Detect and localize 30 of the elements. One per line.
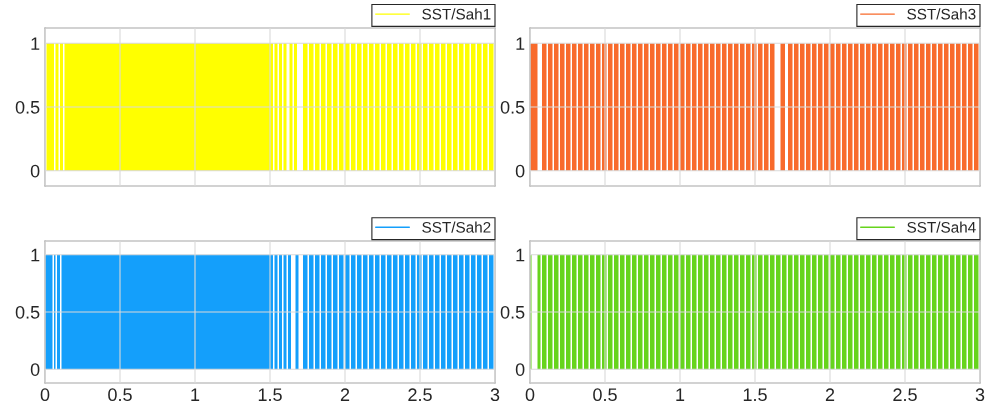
x-tick-label: 1.5 xyxy=(743,388,767,402)
y-tick-label: 1 xyxy=(31,37,40,50)
x-tick-label: 2.5 xyxy=(408,388,432,402)
x-tick-label: 2 xyxy=(340,388,350,401)
y-tick-label: 0.5 xyxy=(500,100,525,114)
x-tick-label: 1 xyxy=(191,388,200,401)
y-tick-label: 1 xyxy=(31,248,40,262)
y-tick-label: 0 xyxy=(515,363,525,376)
y-tick-label: 0.5 xyxy=(15,100,40,114)
x-tick-label: 2 xyxy=(825,388,835,401)
y-tick-label: 0.5 xyxy=(15,305,40,319)
x-tick-label: 3 xyxy=(490,388,500,402)
y-tick-label: 0 xyxy=(30,164,40,178)
y-tick-label: 0 xyxy=(515,164,525,178)
x-tick-label: 1 xyxy=(676,388,685,401)
x-tick-label: 3 xyxy=(975,388,985,402)
y-tick-label: 1 xyxy=(516,37,525,50)
y-tick-label: 0.5 xyxy=(500,305,525,319)
legend-label: SST/Sah2 xyxy=(422,221,491,233)
x-tick-label: 0 xyxy=(525,388,535,402)
y-tick-label: 0 xyxy=(30,363,40,376)
legend-label: SST/Sah1 xyxy=(422,8,491,20)
x-tick-label: 0.5 xyxy=(593,388,617,402)
legend-label: SST/Sah4 xyxy=(907,221,976,233)
legend-label: SST/Sah3 xyxy=(907,8,976,20)
x-tick-label: 0.5 xyxy=(108,388,132,402)
x-tick-label: 0 xyxy=(40,388,50,402)
x-tick-label: 2.5 xyxy=(893,388,917,402)
x-tick-label: 1.5 xyxy=(258,388,282,402)
y-tick-label: 1 xyxy=(516,248,525,262)
